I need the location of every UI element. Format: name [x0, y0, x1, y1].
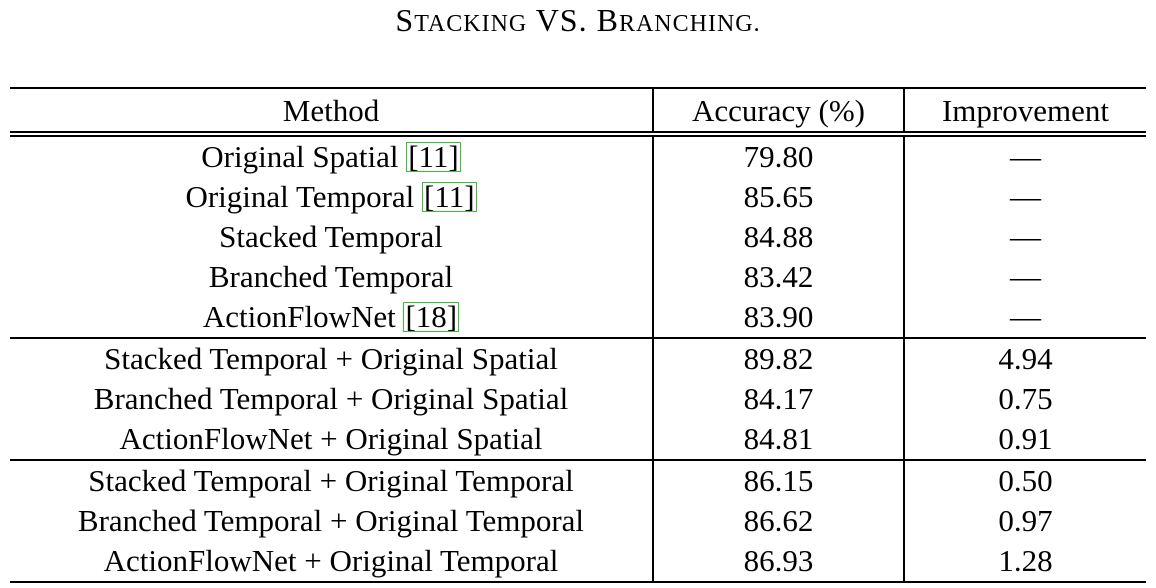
method-cell: ActionFlowNet [18] [202, 299, 460, 334]
caption-smallcaps-2: RANCHING. [618, 11, 761, 37]
method-cell: Stacked Temporal [219, 219, 443, 254]
accuracy-cell: 83.90 [652, 297, 904, 338]
caption-middle: VS. [527, 2, 597, 38]
header-method: Method [10, 87, 653, 135]
accuracy-cell: 83.42 [652, 257, 904, 297]
accuracy-cell: 85.65 [652, 177, 904, 217]
method-cell: Branched Temporal [208, 259, 454, 294]
accuracy-cell: 84.81 [652, 419, 904, 460]
table-row: Original Spatial [11] 79.80 — [10, 131, 1146, 177]
accuracy-cell: 86.93 [652, 541, 904, 583]
table-row: Stacked Temporal + Original Spatial 89.8… [10, 337, 1146, 379]
accuracy-cell-best: 89.82 [652, 337, 904, 379]
improvement-cell: — [903, 217, 1146, 257]
header-improvement: Improvement [903, 87, 1146, 135]
improvement-cell-best: 4.94 [903, 337, 1146, 379]
table-row: ActionFlowNet + Original Temporal 86.93 … [10, 541, 1146, 583]
accuracy-cell: 86.62 [652, 501, 904, 541]
header-accuracy: Accuracy (%) [652, 87, 904, 135]
method-cell: Branched Temporal + Original Spatial [93, 381, 569, 416]
improvement-cell: — [903, 177, 1146, 217]
method-cell: Original Spatial [11] [10, 131, 653, 177]
caption-cap-2: B [596, 2, 619, 38]
accuracy-cell: 84.88 [652, 217, 904, 257]
accuracy-cell: 79.80 [652, 131, 904, 177]
table-row: ActionFlowNet + Original Spatial 84.81 0… [10, 419, 1146, 460]
improvement-cell: 0.50 [903, 459, 1146, 501]
method-cell: ActionFlowNet + Original Spatial [119, 421, 543, 456]
improvement-cell: 1.28 [903, 541, 1146, 583]
header-row: Method Accuracy (%) Improvement [10, 87, 1146, 135]
accuracy-cell: 84.17 [652, 379, 904, 419]
citation-link[interactable]: [11] [406, 139, 461, 174]
table-row: Branched Temporal + Original Temporal 86… [10, 501, 1146, 541]
table-row: Original Temporal [11] 85.65 — [10, 177, 1146, 217]
table-row: Stacked Temporal + Original Temporal 86.… [10, 459, 1146, 501]
table-caption: STACKING VS. BRANCHING. [0, 2, 1156, 39]
improvement-cell: — [903, 257, 1146, 297]
method-cell: Stacked Temporal + Original Spatial [10, 337, 653, 379]
accuracy-cell: 86.15 [652, 459, 904, 501]
results-table: Method Accuracy (%) Improvement Original… [10, 87, 1146, 583]
method-cell: Branched Temporal + Original Temporal [77, 503, 585, 538]
caption-smallcaps-1: TACKING [414, 11, 528, 37]
method-cell: Stacked Temporal + Original Temporal [10, 459, 653, 501]
improvement-cell: 0.75 [903, 379, 1146, 419]
table-row: ActionFlowNet [18] 83.90 — [10, 297, 1146, 338]
improvement-cell: 0.97 [903, 501, 1146, 541]
improvement-cell: — [903, 297, 1146, 338]
citation-link[interactable]: [11] [422, 179, 477, 214]
table-row: Stacked Temporal 84.88 — [10, 217, 1146, 257]
improvement-cell: 0.91 [903, 419, 1146, 460]
improvement-cell: — [903, 131, 1146, 177]
caption-cap-1: S [395, 2, 415, 38]
citation-link[interactable]: [18] [403, 299, 460, 334]
table-row: Branched Temporal + Original Spatial 84.… [10, 379, 1146, 419]
method-cell: Original Temporal [11] [185, 179, 477, 214]
method-cell: ActionFlowNet + Original Temporal [10, 541, 653, 583]
table-row: Branched Temporal 83.42 — [10, 257, 1146, 297]
